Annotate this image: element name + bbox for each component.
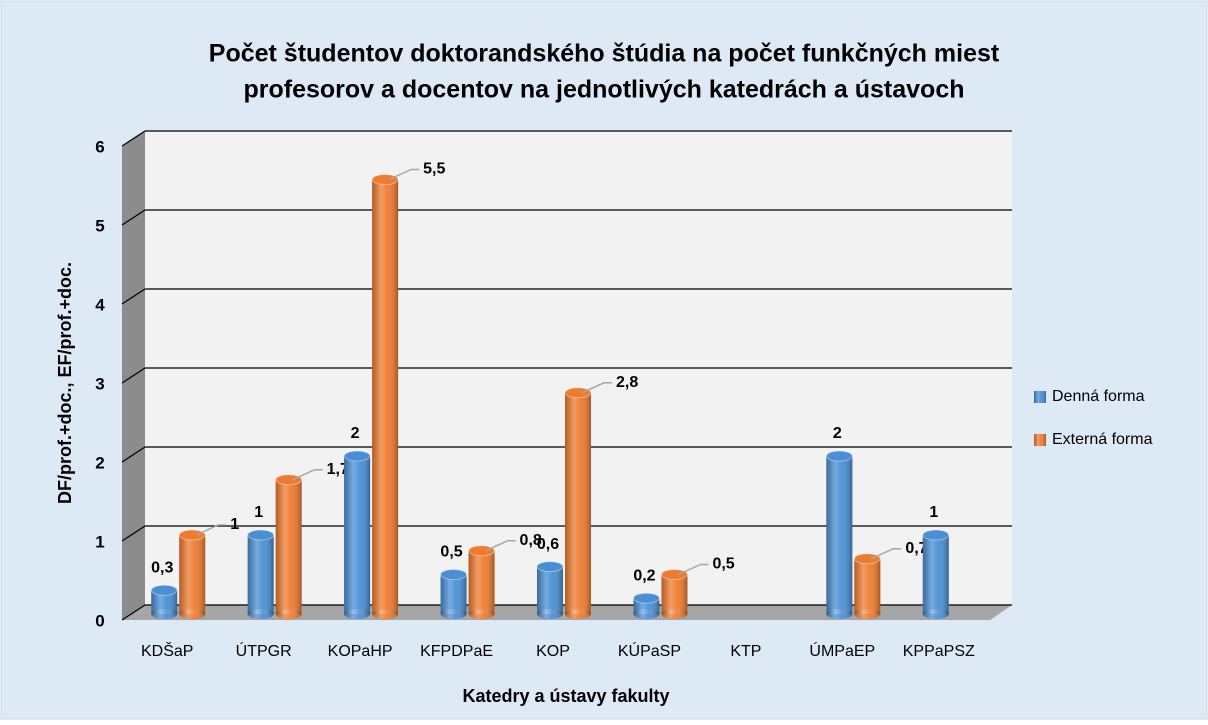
data-label: 2,8 xyxy=(616,374,638,391)
bar-top xyxy=(853,553,881,565)
x-tick-label: KTP xyxy=(730,643,761,660)
bar-shade xyxy=(440,574,467,614)
bar-shade xyxy=(151,590,178,614)
bar-top xyxy=(660,569,688,580)
data-label: 2 xyxy=(351,425,360,442)
y-tick-label: 4 xyxy=(95,295,105,314)
bar-base xyxy=(247,609,274,619)
x-axis-title: Katedry a ústavy fakulty xyxy=(462,686,669,706)
bar-shade xyxy=(537,566,563,614)
bar-top xyxy=(275,474,303,486)
bar-shade xyxy=(826,456,853,614)
y-tick-label: 5 xyxy=(95,216,104,235)
y-tick-label: 0 xyxy=(95,611,104,630)
bar-shade xyxy=(247,535,274,614)
data-label: 0,2 xyxy=(633,567,655,584)
bar-top xyxy=(564,387,592,399)
grid-line xyxy=(121,525,146,542)
bar-base xyxy=(633,609,660,619)
leader-line xyxy=(195,524,227,536)
chart-title: Počet študentov doktorandského štúdia na… xyxy=(209,40,1000,68)
legend-label: Externá forma xyxy=(1052,431,1153,448)
leader-line xyxy=(871,547,902,560)
data-label: 0,6 xyxy=(537,536,559,553)
bar-base xyxy=(826,609,853,619)
bar-base xyxy=(344,609,371,619)
grid-line xyxy=(121,604,146,621)
data-label: 2 xyxy=(833,425,842,442)
data-label: 0,5 xyxy=(440,544,462,561)
bar-shade xyxy=(275,479,302,614)
bar-top xyxy=(150,584,178,596)
x-tick-label: KDŠaP xyxy=(141,641,193,660)
legend-label: Denná forma xyxy=(1052,388,1145,405)
data-label: 0,8 xyxy=(520,532,542,549)
bar-top xyxy=(371,174,399,185)
bar-top xyxy=(440,569,468,580)
bar-shade xyxy=(565,392,591,614)
data-label: 0,3 xyxy=(151,560,173,577)
bar-base xyxy=(922,609,949,619)
leader-line xyxy=(485,540,516,552)
data-label: 0,7 xyxy=(905,540,927,557)
bar-base xyxy=(565,609,591,619)
bar-base xyxy=(854,609,881,619)
bar-base xyxy=(275,609,302,619)
bar-top xyxy=(178,529,206,541)
bar-shade xyxy=(344,456,371,614)
x-tick-label: ÚMPaEP xyxy=(809,641,875,660)
data-label: 1,7 xyxy=(327,461,349,478)
bar-base xyxy=(440,609,467,619)
bar-base xyxy=(468,609,495,619)
legend-swatch-shade xyxy=(1034,434,1046,446)
x-tick-label: KOPaHP xyxy=(328,643,393,660)
leader-line xyxy=(678,563,709,576)
bar-base xyxy=(661,609,688,619)
bar-top xyxy=(468,545,496,557)
data-label: 1 xyxy=(230,516,239,533)
y-tick-label: 1 xyxy=(95,532,104,551)
data-label: 1 xyxy=(929,504,938,521)
grid-line xyxy=(121,288,146,305)
leader-line xyxy=(292,468,323,481)
bar-top xyxy=(247,529,275,541)
x-tick-label: KÚPaSP xyxy=(618,641,681,660)
grid-line xyxy=(121,130,146,147)
bar-shade xyxy=(468,550,495,614)
x-tick-label: KFPDPaE xyxy=(420,643,493,660)
legend-swatch-shade xyxy=(1034,391,1046,403)
bar-base xyxy=(151,609,178,619)
data-label: 0,5 xyxy=(712,556,734,573)
y-tick-label: 2 xyxy=(95,453,104,472)
x-tick-label: KOP xyxy=(536,643,570,660)
bar-base xyxy=(372,609,399,619)
bar-base xyxy=(537,609,563,619)
y-tick-label: 3 xyxy=(95,374,104,393)
grid-line xyxy=(121,446,146,463)
bar-top xyxy=(825,450,853,462)
bar-top xyxy=(922,529,950,541)
chart-title: profesorov a docentov na jednotlivých ka… xyxy=(243,76,964,104)
grid-line xyxy=(121,209,146,226)
data-label: 5,5 xyxy=(423,161,445,178)
bar-top xyxy=(343,450,371,462)
data-label: 1 xyxy=(254,504,263,521)
y-tick-label: 6 xyxy=(95,137,104,156)
bar-shade xyxy=(661,574,688,614)
bar-shade xyxy=(372,179,399,614)
leader-line xyxy=(388,168,420,181)
y-axis-title: DF/prof.+doc., EF/prof.+doc. xyxy=(55,262,75,504)
bar-shade xyxy=(854,558,881,614)
leader-line xyxy=(581,382,612,394)
bar-shade xyxy=(922,535,949,614)
x-tick-label: KPPaPSZ xyxy=(903,643,975,660)
bar-shade xyxy=(179,535,206,614)
x-tick-label: ÚTPGR xyxy=(236,641,292,660)
bar-base xyxy=(179,609,206,619)
grid-line xyxy=(121,367,146,384)
bar-top xyxy=(632,592,660,604)
bar-top xyxy=(536,561,564,573)
